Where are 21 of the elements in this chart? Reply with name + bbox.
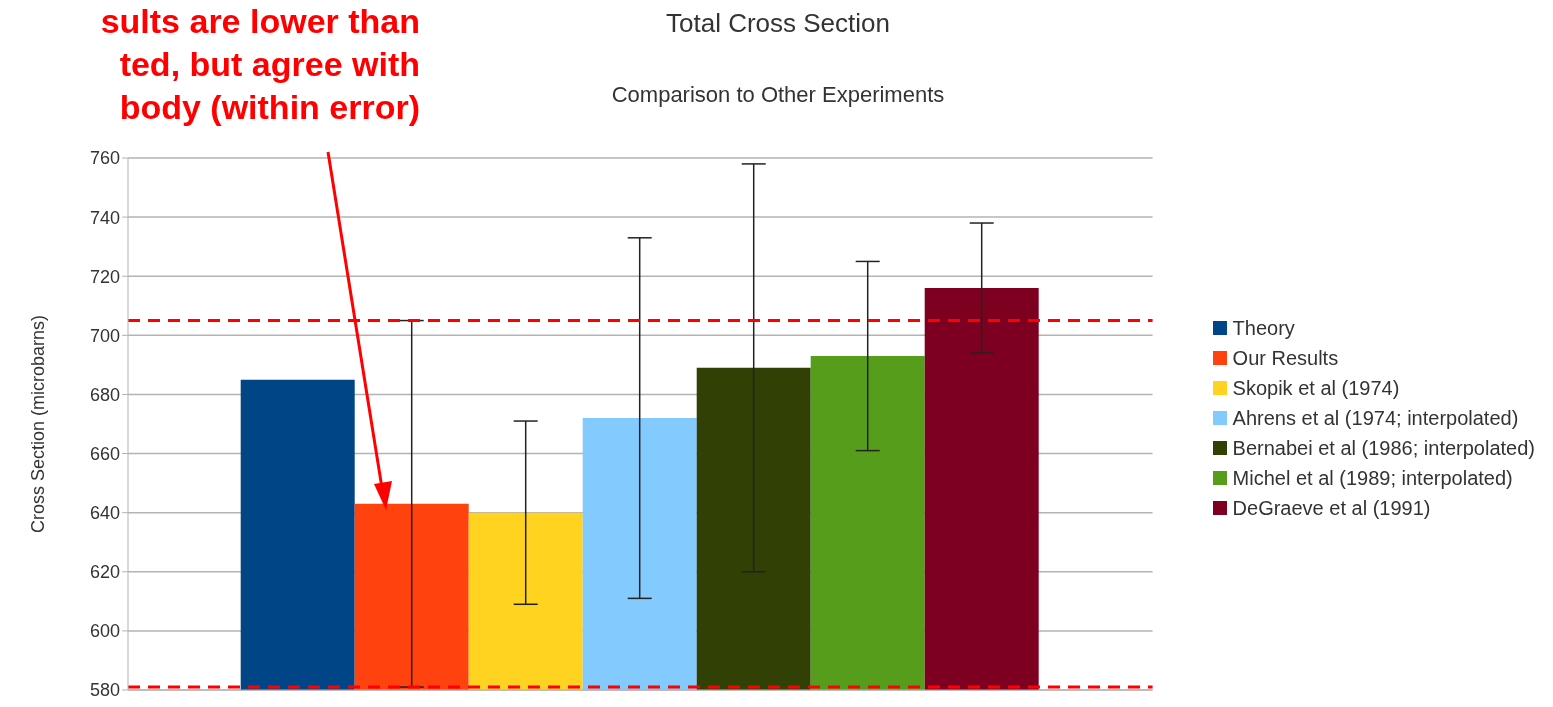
chart-title: Total Cross Section [665, 8, 891, 39]
legend-label: Theory [1232, 316, 1295, 341]
y-tick-label: 680 [89, 384, 120, 405]
y-tick-label: 720 [89, 266, 120, 287]
chart-subtitle: Comparison to Other Experiments [610, 82, 946, 108]
text: sults are lower than ted, but agree with body (within error) [99, 7, 420, 128]
legend-label: DeGraeve et al (1991) [1232, 496, 1431, 521]
legend-label: Skopik et al (1974) [1232, 376, 1400, 401]
y-tick-label: 620 [89, 562, 120, 583]
legend-label: Bernabei et al (1986; interpolated) [1232, 436, 1535, 461]
legend-label: Our Results [1232, 346, 1339, 371]
legend-label: Michel et al (1989; interpolated) [1232, 466, 1513, 491]
y-tick-label: 580 [89, 680, 120, 701]
y-tick-label: 740 [89, 207, 120, 228]
y-tick-label: 700 [89, 325, 120, 346]
y-axis-title: Cross Section (microbarns) [28, 314, 49, 534]
y-tick-label: 660 [89, 443, 120, 464]
y-tick-label: 600 [89, 621, 120, 642]
y-tick-label: 760 [89, 148, 120, 169]
y-tick-label: 640 [89, 503, 120, 524]
legend-label: Ahrens et al (1974; interpolated) [1232, 406, 1519, 431]
